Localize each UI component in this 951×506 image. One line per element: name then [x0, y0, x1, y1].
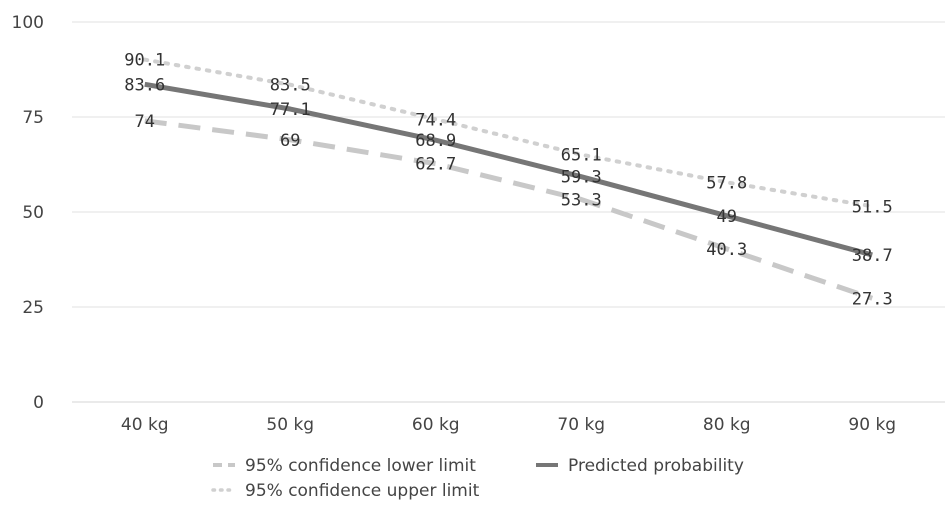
x-tick-label: 50 kg — [266, 415, 314, 435]
data-label: 40.3 — [706, 240, 747, 260]
data-label: 57.8 — [706, 173, 747, 193]
y-tick-label: 0 — [33, 393, 44, 413]
data-label: 74.4 — [415, 110, 456, 130]
series-line-dashed — [144, 118, 874, 301]
legend-item: 95% confidence lower limit — [213, 456, 476, 476]
data-label: 59.3 — [561, 168, 602, 188]
data-label: 83.5 — [270, 76, 311, 96]
data-labels: 74 69 62.7 53.3 40.3 27.3 83.6 77.1 68.9 59.3 49 38… — [124, 51, 892, 310]
data-label: 69 — [280, 131, 300, 151]
x-tick-label: 90 kg — [848, 415, 896, 435]
series-line-solid — [144, 81, 873, 258]
data-label: 74 — [135, 112, 155, 132]
data-label: 83.6 — [124, 75, 165, 95]
x-tick-label: 40 kg — [121, 415, 169, 435]
legend-label: Predicted probability — [568, 456, 744, 476]
data-label: 90.1 — [124, 51, 165, 71]
series-lines — [142, 57, 875, 301]
legend-label: 95% confidence lower limit — [245, 456, 476, 476]
data-label: 62.7 — [415, 155, 456, 175]
y-axis: 0 25 50 75 100 — [12, 13, 44, 413]
x-tick-label: 70 kg — [557, 415, 605, 435]
data-label: 77.1 — [270, 100, 311, 120]
series-line-dotted — [142, 57, 875, 209]
legend-label: 95% confidence upper limit — [245, 481, 480, 501]
data-label: 49 — [717, 207, 737, 227]
legend-item: 95% confidence upper limit — [211, 481, 480, 501]
y-tick-label: 75 — [22, 108, 44, 128]
y-tick-label: 25 — [22, 298, 44, 318]
data-label: 27.3 — [852, 289, 893, 309]
y-tick-label: 100 — [12, 13, 44, 33]
data-label: 51.5 — [852, 197, 893, 217]
x-tick-label: 80 kg — [703, 415, 751, 435]
data-label: 65.1 — [561, 146, 602, 166]
y-tick-label: 50 — [22, 203, 44, 223]
legend-item: Predicted probability — [536, 456, 744, 476]
legend: 95% confidence lower limit Predicted prob… — [211, 456, 744, 501]
x-axis: 40 kg 50 kg 60 kg 70 kg 80 kg 90 kg — [72, 401, 945, 435]
gridlines — [72, 21, 945, 403]
data-label: 38.7 — [852, 246, 893, 266]
data-label: 53.3 — [561, 190, 602, 210]
x-tick-label: 60 kg — [412, 415, 460, 435]
data-label: 68.9 — [415, 131, 456, 151]
